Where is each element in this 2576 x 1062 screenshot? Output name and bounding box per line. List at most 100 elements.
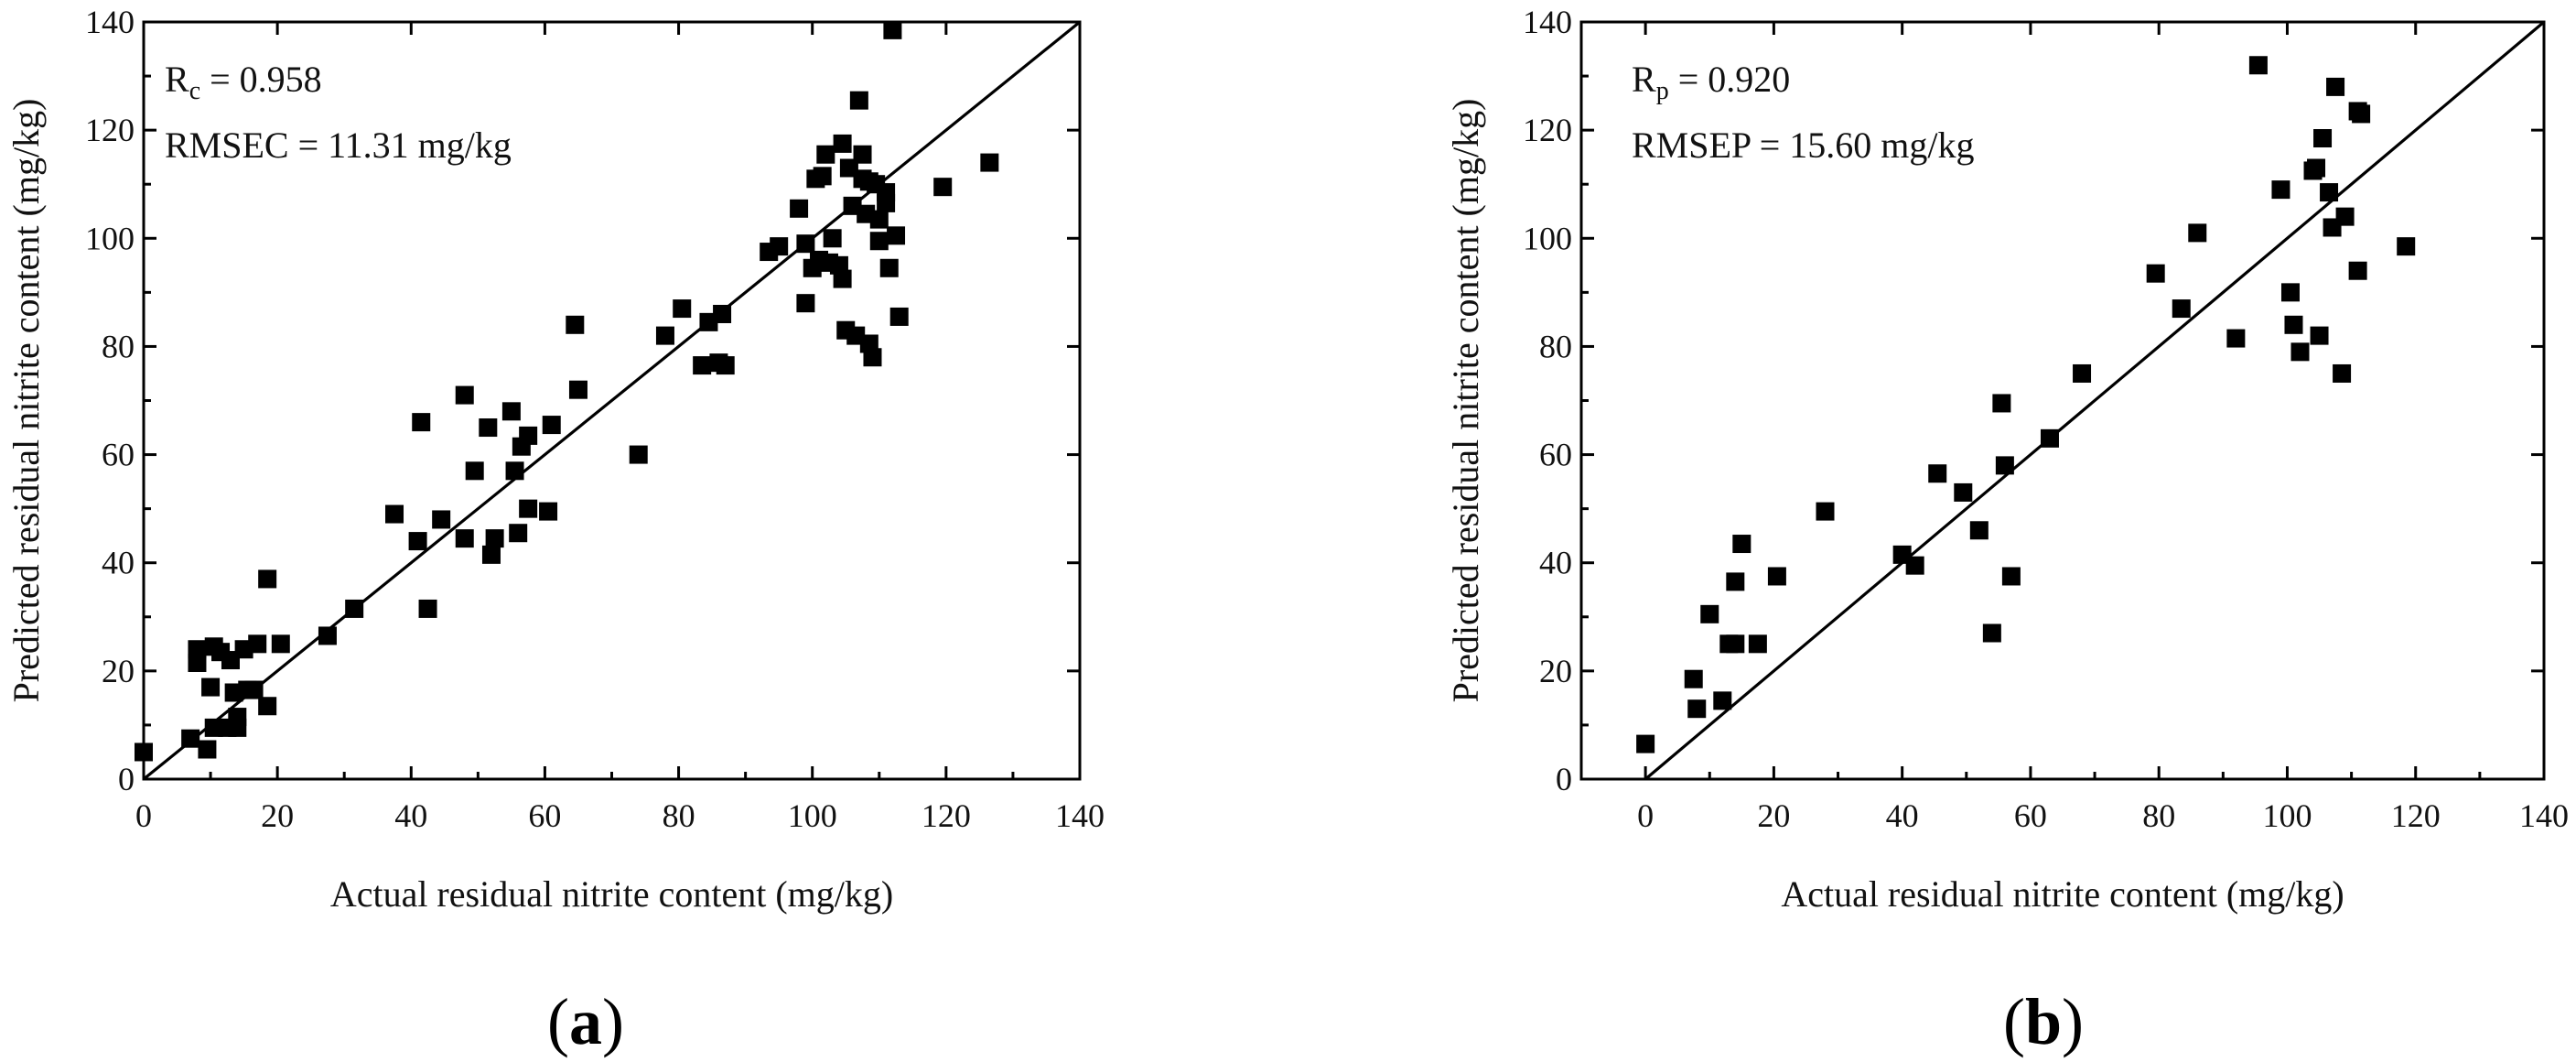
y-axis-title: Predicted residual nitrite content (mg/k… (1445, 99, 1486, 703)
data-point (318, 626, 337, 645)
data-point (1748, 634, 1767, 654)
data-point (244, 680, 264, 699)
reference-line (142, 20, 1082, 781)
x-axis-title: Actual residual nitrite content (mg/kg) (1781, 873, 2344, 915)
data-point (877, 183, 896, 202)
data-point (465, 461, 484, 481)
data-point (1767, 567, 1786, 586)
data-point (135, 742, 153, 762)
x-axis-title: Actual residual nitrite content (mg/kg) (330, 873, 893, 915)
y-tick-label: 120 (1523, 112, 1572, 148)
data-point (188, 653, 207, 672)
data-point (2348, 261, 2367, 280)
y-tick-label: 20 (102, 653, 135, 689)
data-point (542, 416, 561, 435)
data-point (2320, 183, 2339, 202)
x-tick-label: 40 (394, 797, 427, 834)
data-point (713, 304, 732, 323)
data-point (2172, 299, 2191, 319)
data-point (2271, 180, 2290, 200)
data-point (1636, 734, 1655, 753)
data-point (883, 20, 902, 39)
x-tick-label: 140 (2519, 797, 2569, 834)
data-point (258, 697, 277, 716)
reference-line (1644, 20, 2546, 781)
data-point (823, 229, 842, 248)
data-point (418, 599, 437, 618)
y-tick-label: 0 (1556, 761, 1572, 797)
y-tick-label: 20 (1539, 653, 1572, 689)
data-point (485, 529, 504, 548)
data-point (1816, 502, 1835, 521)
data-point (519, 426, 538, 445)
x-tick-label: 60 (2014, 797, 2047, 834)
data-point (693, 356, 712, 375)
y-tick-label: 120 (85, 112, 135, 148)
data-point (1928, 464, 1947, 483)
data-point (2326, 77, 2345, 96)
x-tick-label: 20 (1757, 797, 1790, 834)
data-point (509, 524, 528, 543)
data-point (1726, 634, 1745, 654)
data-point (2146, 264, 2165, 283)
data-point (2073, 363, 2092, 383)
data-point (481, 545, 501, 564)
data-point (248, 634, 267, 654)
y-tick-label: 80 (102, 328, 135, 364)
data-point (813, 167, 832, 186)
data-point (933, 178, 953, 197)
data-point (1905, 556, 1924, 575)
data-point (980, 153, 999, 172)
data-point (539, 502, 558, 521)
y-tick-label: 100 (1523, 220, 1572, 256)
y-tick-label: 140 (85, 4, 135, 40)
data-point (181, 729, 200, 748)
data-point (479, 418, 498, 438)
data-point (566, 315, 585, 334)
data-point (505, 461, 524, 481)
data-point (2226, 329, 2246, 348)
data-point (2290, 342, 2310, 362)
data-point (887, 226, 906, 245)
x-tick-label: 100 (788, 797, 837, 834)
data-point (2397, 237, 2416, 256)
data-point (2284, 315, 2303, 334)
data-point (432, 510, 451, 529)
x-tick-label: 120 (2391, 797, 2441, 834)
panel-label: (a) (547, 985, 624, 1058)
data-point (412, 413, 431, 432)
x-tick-label: 60 (528, 797, 561, 834)
data-point (673, 299, 692, 319)
data-point (770, 237, 789, 256)
data-point (2280, 283, 2300, 302)
data-point (869, 232, 889, 251)
correlation-annotation: Rp = 0.920 (1632, 59, 1790, 105)
data-point (1969, 521, 1989, 540)
y-tick-label: 0 (118, 761, 135, 797)
data-point (345, 599, 364, 618)
y-tick-label: 40 (1539, 545, 1572, 581)
data-point (2040, 428, 2059, 448)
data-point (2333, 363, 2352, 383)
chart-panel-b: 0 20 40 60 80 100 120 140 0 20 40 60 80 100 120 140 Rp =… (1445, 4, 2569, 1058)
data-point (790, 199, 809, 218)
data-point (1713, 691, 1732, 710)
correlation-annotation: Rc = 0.958 (165, 59, 322, 105)
y-tick-label: 40 (102, 545, 135, 581)
data-point (455, 385, 474, 405)
data-point (2248, 56, 2268, 75)
data-point (1700, 604, 1719, 623)
data-point (716, 356, 735, 375)
data-point (2313, 129, 2333, 148)
data-point (501, 402, 521, 421)
data-point (833, 134, 852, 153)
y-tick-label: 100 (85, 220, 135, 256)
data-point (228, 708, 247, 727)
data-point (568, 380, 587, 399)
x-tick-label: 80 (2142, 797, 2175, 834)
x-tick-label: 120 (922, 797, 971, 834)
data-point (1992, 394, 2011, 413)
y-axis-title: Predicted residual nitrite content (mg/k… (5, 99, 47, 703)
panel-label: (b) (2003, 985, 2084, 1058)
data-point (1726, 572, 1745, 591)
